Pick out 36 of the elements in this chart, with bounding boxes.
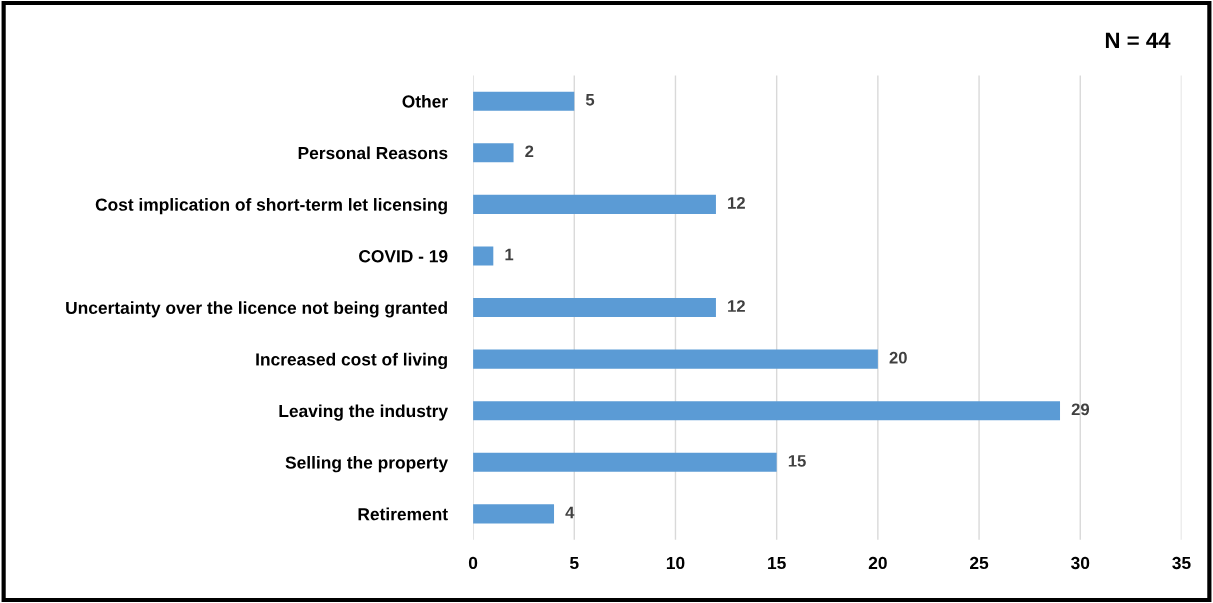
x-tick-label: 20	[868, 556, 887, 570]
bar	[473, 452, 777, 472]
data-label: 20	[889, 351, 907, 364]
bar	[473, 349, 878, 369]
y-tick-label: Increased cost of living	[256, 352, 447, 370]
data-label: 5	[585, 94, 595, 106]
bar	[473, 297, 716, 318]
x-tick-label: 35	[1172, 556, 1191, 570]
x-tick-label: 10	[666, 556, 685, 570]
x-tick-label: 0	[468, 556, 478, 570]
data-label: 15	[788, 455, 806, 467]
bar	[473, 504, 555, 524]
bar	[473, 194, 716, 214]
y-tick-label: Cost implication of short-term let licensing	[95, 198, 447, 215]
bar	[473, 401, 1061, 421]
data-label: 4	[565, 506, 575, 519]
x-tick-label: 25	[970, 556, 989, 570]
y-tick-label: Leaving the industry	[279, 404, 448, 421]
y-tick-label: Uncertainty over the licence not being granted	[66, 301, 447, 318]
y-tick-label: Retirement	[358, 507, 448, 521]
x-tick-label: 30	[1071, 556, 1090, 570]
bar	[473, 246, 494, 266]
y-tick-label: COVID - 19	[359, 250, 448, 263]
bar	[473, 143, 514, 163]
y-tick-label: Selling the property	[285, 456, 448, 473]
data-label: 12	[728, 197, 745, 209]
text: N = 44	[1105, 32, 1171, 48]
x-tick-label: 15	[768, 556, 786, 570]
y-tick-label: Personal Reasons	[298, 146, 448, 160]
bar	[473, 91, 575, 111]
data-label: 29	[1071, 403, 1090, 416]
data-label: 1	[505, 248, 514, 261]
data-label: 2	[525, 145, 534, 158]
x-tick-label: 5	[569, 556, 579, 570]
y-tick-label: Other	[402, 94, 448, 108]
data-label: 12	[728, 300, 745, 312]
